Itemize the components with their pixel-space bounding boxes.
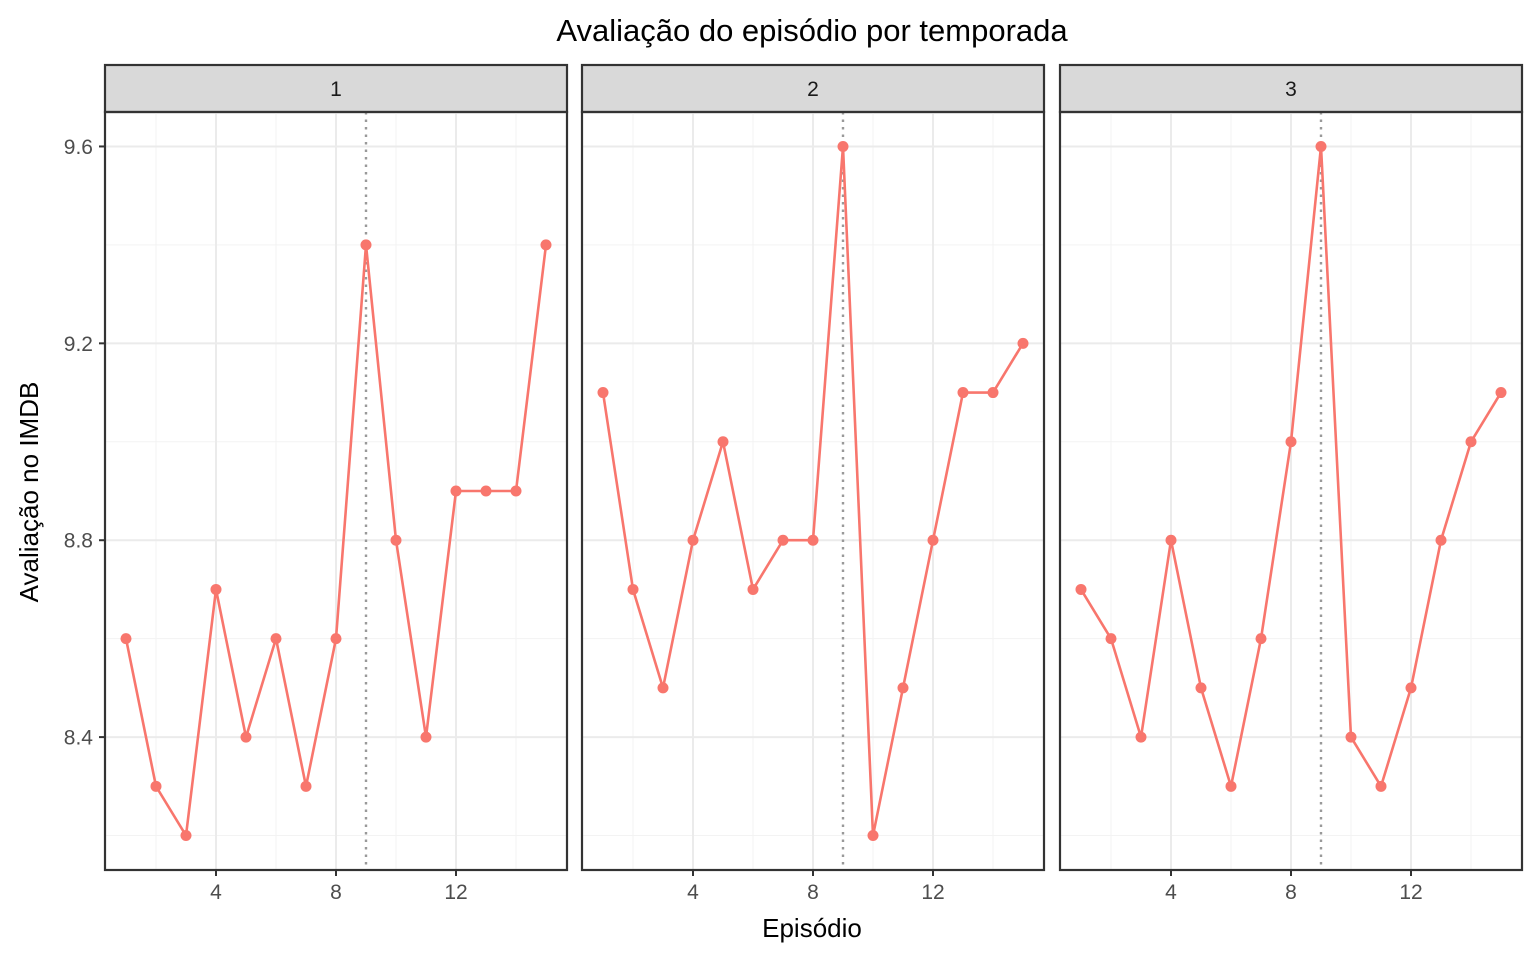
- x-tick-label: 8: [807, 881, 819, 904]
- data-point: [837, 140, 849, 152]
- x-tick-label: 4: [1165, 881, 1177, 904]
- data-point: [1375, 780, 1387, 792]
- data-point: [420, 731, 432, 743]
- data-point: [867, 830, 879, 842]
- data-point: [360, 239, 372, 251]
- data-point: [957, 387, 969, 399]
- data-point: [1465, 436, 1477, 448]
- x-tick-label: 12: [921, 881, 944, 904]
- y-axis-title: Avaliação no IMDB: [14, 382, 44, 603]
- data-point: [1105, 633, 1117, 645]
- data-point: [1255, 633, 1267, 645]
- x-tick-label: 4: [687, 881, 699, 904]
- data-point: [510, 485, 522, 497]
- facet-strip: [103, 63, 569, 114]
- data-point: [627, 583, 639, 595]
- data-point: [300, 780, 312, 792]
- data-point: [1405, 682, 1417, 694]
- y-tick-label: 9.2: [64, 333, 93, 356]
- data-point: [657, 682, 669, 694]
- data-point: [807, 534, 819, 546]
- facet-strip-label: 1: [330, 78, 342, 101]
- facet-panel-2: 2 4 8 12: [580, 63, 1046, 904]
- y-tick-label: 9.6: [64, 136, 93, 159]
- data-point: [747, 583, 759, 595]
- data-point: [540, 239, 552, 251]
- facet-strip-label: 3: [1285, 78, 1297, 101]
- data-point: [1315, 140, 1327, 152]
- data-point: [1225, 780, 1237, 792]
- facet-panels: 1 4 8 12 8.4 8.8 9.2 9.6 2 4 8 12 3 4 8 12: [64, 63, 1524, 904]
- data-point: [1345, 731, 1357, 743]
- facet-strip-label: 2: [807, 78, 819, 101]
- data-point: [120, 633, 132, 645]
- data-point: [390, 534, 402, 546]
- y-tick-label: 8.8: [64, 530, 93, 553]
- facet-panel-3: 3 4 8 12: [1058, 63, 1524, 904]
- data-point: [687, 534, 699, 546]
- x-tick-label: 4: [210, 881, 222, 904]
- x-tick-label: 12: [444, 881, 467, 904]
- data-point: [777, 534, 789, 546]
- data-point: [330, 633, 342, 645]
- x-tick-label: 8: [1285, 881, 1297, 904]
- x-tick-label: 12: [1399, 881, 1422, 904]
- x-tick-label: 8: [330, 881, 342, 904]
- data-point: [1135, 731, 1147, 743]
- data-point: [1195, 682, 1207, 694]
- facet-panel-1: 1 4 8 12 8.4 8.8 9.2 9.6: [64, 63, 569, 904]
- data-point: [927, 534, 939, 546]
- data-point: [270, 633, 282, 645]
- data-point: [180, 830, 192, 842]
- data-point: [240, 731, 252, 743]
- chart-title: Avaliação do episódio por temporada: [556, 13, 1068, 48]
- x-axis-title: Episódio: [762, 913, 862, 943]
- data-point: [1017, 337, 1029, 349]
- data-point: [450, 485, 462, 497]
- facet-strip: [1058, 63, 1524, 114]
- data-point: [1285, 436, 1297, 448]
- data-point: [717, 436, 729, 448]
- data-point: [480, 485, 492, 497]
- data-point: [1435, 534, 1447, 546]
- facet-strip: [580, 63, 1046, 114]
- data-point: [210, 583, 222, 595]
- data-point: [1165, 534, 1177, 546]
- data-point: [1075, 583, 1087, 595]
- data-point: [597, 387, 609, 399]
- y-tick-label: 8.4: [64, 727, 94, 750]
- data-point: [150, 780, 162, 792]
- data-point: [897, 682, 909, 694]
- data-point: [1495, 387, 1507, 399]
- data-point: [987, 387, 999, 399]
